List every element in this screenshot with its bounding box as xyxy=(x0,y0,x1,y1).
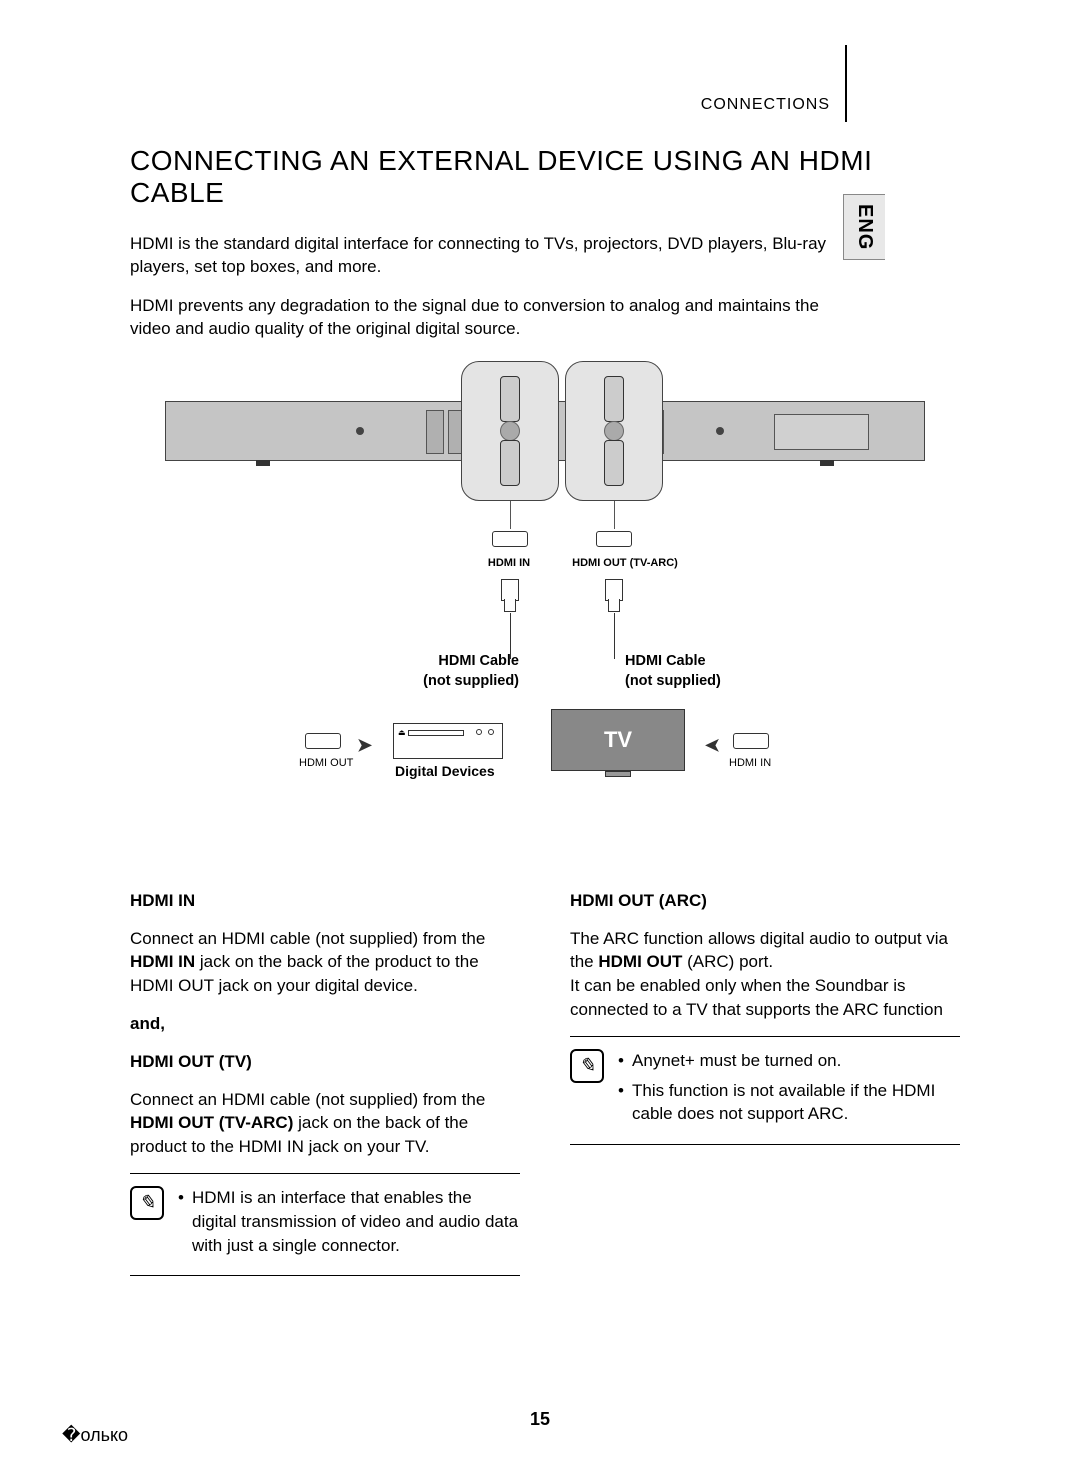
intro-p2: HDMI prevents any degradation to the sig… xyxy=(130,295,850,341)
crop-mark-bottom: �олько xyxy=(62,1425,128,1446)
zoom-right-panel xyxy=(565,361,663,501)
language-tab: ENG xyxy=(843,194,885,260)
and-label: and, xyxy=(130,1012,520,1036)
page-number: 15 xyxy=(530,1409,550,1430)
hdmi-in-label: HDMI IN xyxy=(477,557,541,569)
page-title: CONNECTING AN EXTERNAL DEVICE USING AN H… xyxy=(130,145,960,209)
intro-text: HDMI is the standard digital interface f… xyxy=(130,233,960,341)
tv-graphic: TV xyxy=(551,709,685,771)
hdmi-in-heading: HDMI IN xyxy=(130,889,520,913)
note-icon: ✎ xyxy=(570,1049,604,1083)
hdmi-in-text: Connect an HDMI cable (not supplied) fro… xyxy=(130,927,520,998)
crop-mark xyxy=(845,45,847,83)
digital-devices-label: Digital Devices xyxy=(395,763,495,779)
note-item: Anynet+ must be turned on. xyxy=(618,1049,960,1073)
language-label: ENG xyxy=(853,204,876,250)
hdmi-in-small-label: HDMI IN xyxy=(729,757,771,769)
left-column: HDMI IN Connect an HDMI cable (not suppl… xyxy=(130,881,520,1277)
note-block-right: ✎ Anynet+ must be turned on. This functi… xyxy=(570,1036,960,1145)
header-rule xyxy=(845,82,847,122)
hdmi-connector-icon xyxy=(305,733,341,749)
note-item: HDMI is an interface that enables the di… xyxy=(178,1186,520,1257)
note-item: This function is not available if the HD… xyxy=(618,1079,960,1127)
arrow-icon: ➤ xyxy=(357,735,372,756)
hdmi-connector-icon xyxy=(733,733,769,749)
cable-label-right: HDMI Cable (not supplied) xyxy=(625,651,785,692)
note-icon: ✎ xyxy=(130,1186,164,1220)
hdmi-out-arc-heading: HDMI OUT (ARC) xyxy=(570,889,960,913)
hdmi-connector-icon xyxy=(492,531,528,547)
text-columns: HDMI IN Connect an HDMI cable (not suppl… xyxy=(130,881,960,1277)
digital-device-graphic: ⏏ xyxy=(393,723,503,759)
hdmi-out-small-label: HDMI OUT xyxy=(299,757,353,769)
cable-label-left: HDMI Cable (not supplied) xyxy=(359,651,519,692)
section-header: CONNECTIONS xyxy=(701,96,830,114)
hdmi-connector-icon xyxy=(596,531,632,547)
hdmi-out-tv-text: Connect an HDMI cable (not supplied) fro… xyxy=(130,1088,520,1159)
arc-text-1: The ARC function allows digital audio to… xyxy=(570,927,960,1022)
cable-head-icon xyxy=(501,579,519,601)
note-block-left: ✎ HDMI is an interface that enables the … xyxy=(130,1173,520,1276)
connection-diagram: HDMI IN HDMI OUT (TV-ARC) HDMI Cable (no… xyxy=(165,361,925,841)
right-column: HDMI OUT (ARC) The ARC function allows d… xyxy=(570,881,960,1277)
hdmi-out-label: HDMI OUT (TV-ARC) xyxy=(565,557,685,569)
cable-head-icon xyxy=(605,579,623,601)
hdmi-out-tv-heading: HDMI OUT (TV) xyxy=(130,1050,520,1074)
intro-p1: HDMI is the standard digital interface f… xyxy=(130,233,850,279)
zoom-left-panel xyxy=(461,361,559,501)
arrow-icon: ➤ xyxy=(705,735,720,756)
